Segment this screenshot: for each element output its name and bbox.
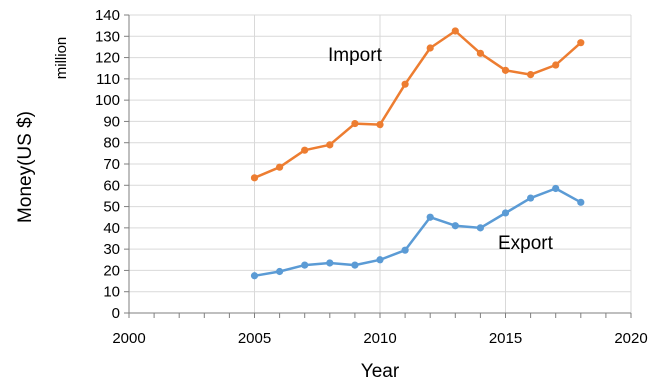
data-point-export — [401, 246, 409, 254]
y-axis-unit: million — [53, 37, 70, 80]
x-tick-label: 2020 — [614, 330, 647, 347]
data-point-import — [326, 141, 334, 149]
data-point-export — [326, 259, 334, 267]
series-line-export — [254, 187, 582, 278]
data-point-import — [577, 39, 585, 47]
data-point-import — [401, 80, 409, 88]
data-point-import — [351, 119, 359, 128]
data-point-import — [250, 174, 259, 182]
x-tick-label: 2010 — [363, 330, 396, 347]
y-tick-label: 90 — [103, 113, 120, 130]
data-point-import — [426, 44, 434, 52]
y-tick-label: 100 — [95, 92, 120, 109]
y-tick-label: 40 — [103, 220, 120, 237]
y-tick-label: 30 — [103, 241, 120, 258]
series-group — [250, 27, 585, 280]
data-point-export — [577, 198, 585, 206]
y-tick-label: 60 — [103, 177, 120, 194]
y-tick-label: 70 — [103, 156, 120, 173]
data-point-import — [527, 71, 535, 79]
data-point-import — [301, 146, 309, 154]
x-tick-label: 2000 — [112, 330, 145, 347]
series-label-import: Import — [328, 45, 383, 66]
data-point-import — [501, 66, 510, 74]
data-point-export — [250, 272, 259, 280]
y-tick-label: 130 — [95, 28, 120, 45]
data-point-export — [426, 213, 434, 221]
data-point-export — [451, 222, 459, 230]
data-point-import — [476, 49, 484, 57]
y-tick-label: 50 — [103, 199, 120, 216]
data-point-export — [276, 267, 284, 276]
y-tick-label: 20 — [103, 262, 120, 279]
y-tick-label: 120 — [95, 50, 120, 67]
series-label-export: Export — [498, 233, 554, 254]
x-tick-label: 2005 — [238, 330, 271, 347]
data-point-import — [451, 27, 459, 35]
y-axis-title: Money(US $) — [15, 111, 36, 223]
y-tick-label: 0 — [112, 305, 120, 322]
y-tick-label: 140 — [95, 7, 120, 24]
data-point-import — [552, 61, 560, 69]
data-point-export — [527, 194, 535, 202]
data-point-export — [301, 261, 309, 269]
data-point-export — [351, 261, 359, 269]
y-tick-label: 10 — [103, 284, 120, 301]
data-point-export — [552, 184, 560, 193]
data-point-import — [276, 163, 284, 171]
axes: 0 10 20 30 40 50 60 70 80 90 100 110 120 130 140 2000 20… — [95, 7, 648, 347]
series-line-import — [254, 29, 582, 179]
y-tick-label: 110 — [96, 71, 120, 88]
data-point-export — [501, 209, 510, 217]
x-axis-title: Year — [361, 361, 400, 382]
data-point-import — [376, 121, 384, 129]
y-tick-label: 80 — [103, 135, 120, 152]
x-tick-label: 2015 — [489, 330, 522, 347]
data-point-export — [476, 224, 484, 232]
gridlines — [129, 14, 632, 313]
data-point-export — [376, 256, 384, 264]
